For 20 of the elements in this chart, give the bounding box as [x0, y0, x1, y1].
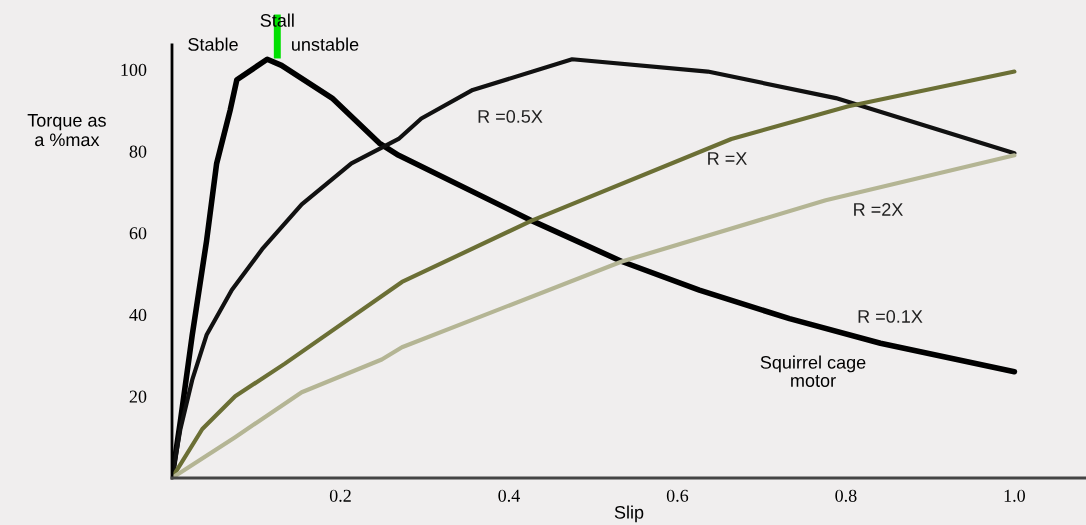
annotation: unstable: [292, 37, 359, 51]
y-tick-label: 80: [129, 145, 147, 158]
y-tick-label: 20: [129, 390, 147, 403]
y-tick-label: 60: [129, 227, 147, 240]
series-label: R =0.5X: [478, 110, 543, 123]
y-tick-label: 40: [129, 308, 147, 322]
x-tick-label: 0.4: [498, 489, 520, 502]
x-tick-label: 0.8: [835, 489, 857, 502]
series-label: R =X: [708, 152, 747, 165]
x-tick-label: 0.2: [329, 489, 351, 502]
y-axis-title: Torque as a %max: [27, 114, 106, 147]
annotation: Stable: [188, 37, 238, 51]
x-axis-title: Slip: [614, 505, 644, 523]
y-tick-label: 100: [121, 63, 147, 76]
series-label: R =0.1X: [858, 310, 923, 323]
x-tick-label: 0.6: [666, 489, 689, 502]
annotation: Squirrel cage motor: [760, 355, 866, 387]
x-tick-label: 1.0: [1004, 489, 1025, 502]
line-series: [172, 153, 1017, 478]
series-label: R =2X: [854, 203, 903, 216]
